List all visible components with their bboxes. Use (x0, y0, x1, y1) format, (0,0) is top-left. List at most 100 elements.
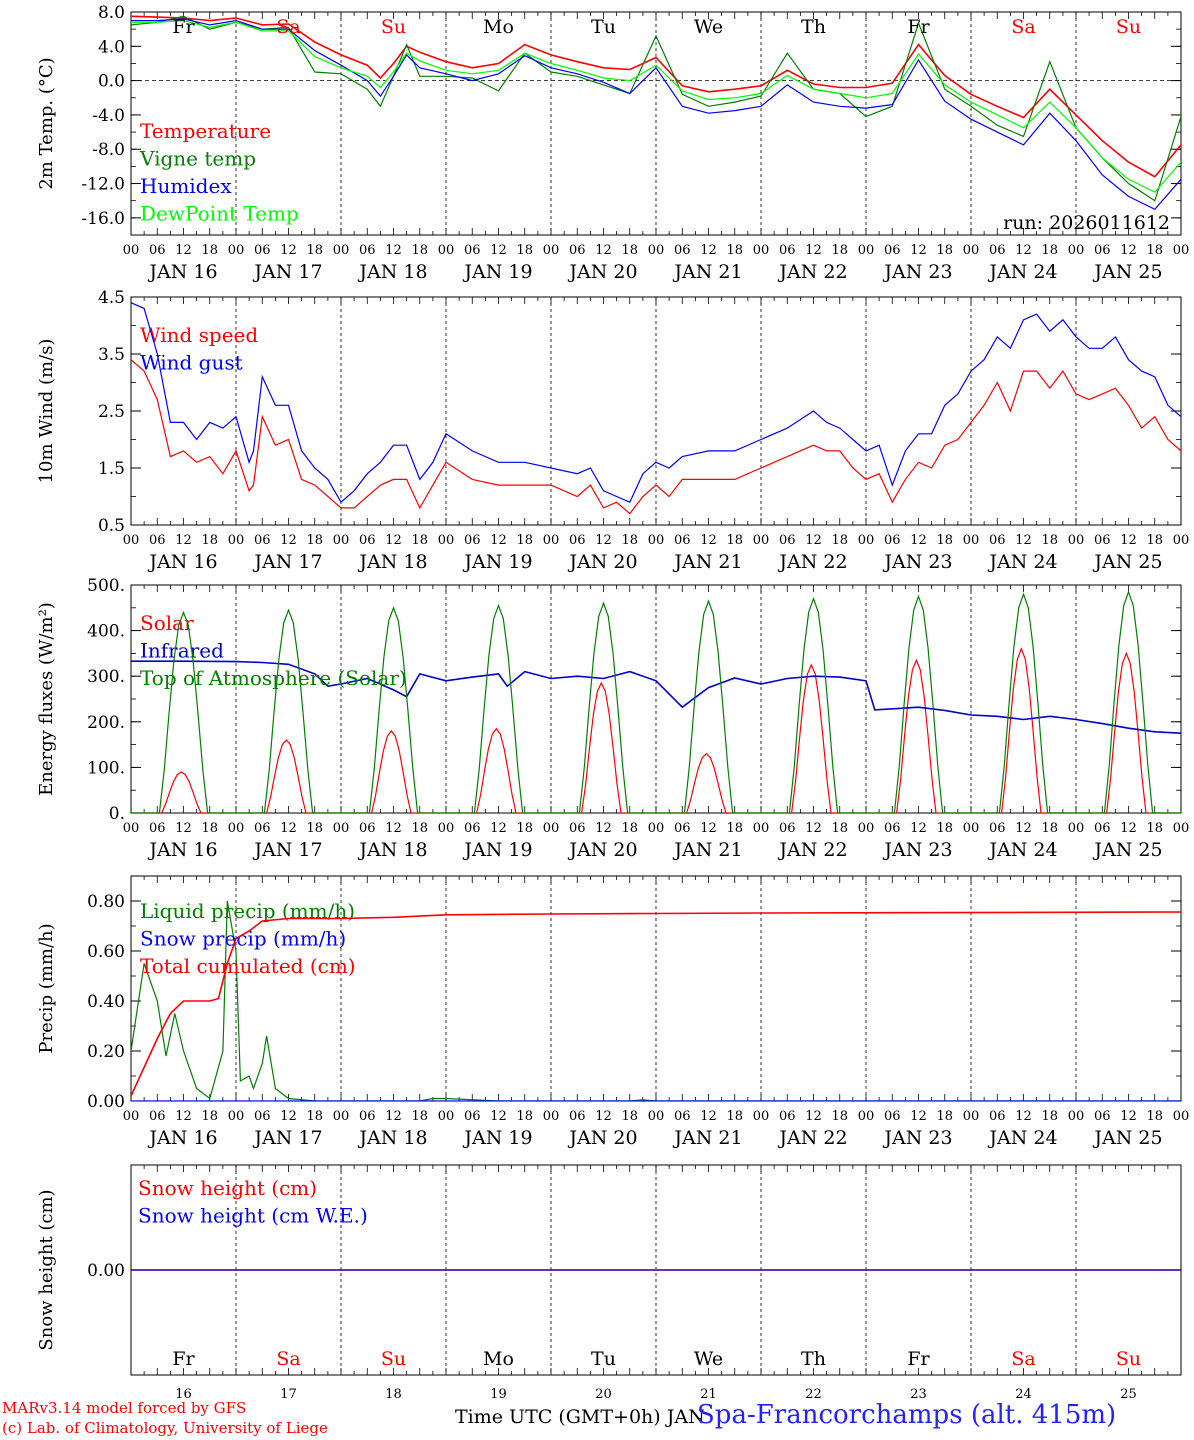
station-title: Spa-Francorchamps (alt. 415m) (697, 1400, 1117, 1430)
panel-temp: 8.0 4.0 0.0 -4.0 -8.0 -12.0 -16.0 2m Temp. (°C)… (36, 3, 1189, 283)
hour-tick-label: 00 (753, 1109, 770, 1124)
date-label: JAN 17 (252, 261, 322, 283)
day-name-label: Th (801, 1348, 826, 1370)
panel-snow: 0.00 Snow height (cm) Snow height (cm) Snow… (36, 1164, 1182, 1402)
y-tick-label: 0.00 (87, 1092, 125, 1112)
date-label: JAN 20 (567, 839, 637, 861)
run-label: run: 2026011612 (1003, 212, 1170, 234)
date-label: JAN 18 (357, 261, 427, 283)
hour-tick-label: 00 (1173, 821, 1190, 836)
hour-tick-label: 06 (254, 533, 271, 548)
day-number-label: 24 (1015, 1387, 1032, 1402)
hour-tick-label: 06 (464, 1109, 481, 1124)
hour-tick-label: 00 (333, 243, 350, 258)
day-name-label: Sa (276, 1348, 300, 1370)
hour-tick-label: 00 (543, 821, 560, 836)
hour-tick-label: 18 (831, 243, 848, 258)
hour-tick-label: 12 (280, 243, 297, 258)
y-tick-label: 8.0 (98, 3, 125, 23)
hour-tick-label: 18 (516, 243, 533, 258)
date-label: JAN 17 (252, 551, 322, 573)
hour-tick-label: 18 (516, 533, 533, 548)
date-label: JAN 18 (357, 551, 427, 573)
hour-tick-label: 06 (464, 533, 481, 548)
hour-tick-label: 12 (910, 243, 927, 258)
hour-tick-label: 12 (490, 533, 507, 548)
date-label: JAN 23 (882, 261, 952, 283)
hour-tick-label: 12 (595, 533, 612, 548)
series-line-humidex (131, 18, 1181, 211)
hour-tick-label: 00 (648, 243, 665, 258)
date-label: JAN 16 (147, 261, 217, 283)
hour-tick-label: 00 (648, 533, 665, 548)
date-label: JAN 17 (252, 1127, 322, 1149)
hour-tick-label: 00 (123, 821, 140, 836)
hour-tick-label: 12 (910, 821, 927, 836)
hour-tick-label: 06 (674, 533, 691, 548)
panel-energy: 500. 400. 300. 200. 100. 0. Energy fluxes (W/m… (36, 576, 1190, 861)
hour-tick-label: 18 (936, 1109, 953, 1124)
hour-tick-label: 18 (201, 243, 218, 258)
series-line-wind-speed (131, 359, 1181, 515)
y-tick-label: 100. (87, 758, 125, 778)
hour-tick-label: 12 (1120, 1109, 1137, 1124)
day-name-label: Su (1116, 1348, 1141, 1370)
date-label: JAN 24 (987, 261, 1057, 283)
hour-tick-label: 18 (621, 1109, 638, 1124)
legend-entry: Snow precip (mm/h) (140, 927, 346, 951)
hour-tick-label: 00 (963, 243, 980, 258)
legend-entry: Wind speed (140, 323, 258, 347)
day-name-label: Sa (276, 16, 300, 38)
hour-tick-label: 18 (411, 821, 428, 836)
hour-tick-label: 18 (1146, 533, 1163, 548)
day-name-label: Su (1116, 16, 1141, 38)
y-tick-label: -8.0 (92, 140, 125, 160)
hour-tick-label: 00 (333, 1109, 350, 1124)
y-tick-label: 0.0 (98, 72, 125, 92)
hour-tick-label: 18 (1146, 1109, 1163, 1124)
date-label: JAN 24 (987, 1127, 1057, 1149)
date-label: JAN 25 (1092, 839, 1162, 861)
hour-tick-label: 18 (726, 243, 743, 258)
hour-tick-label: 18 (306, 1109, 323, 1124)
hour-tick-label: 12 (910, 533, 927, 548)
day-name-label: Mo (483, 1348, 514, 1370)
hour-tick-label: 18 (201, 1109, 218, 1124)
hour-tick-label: 00 (753, 243, 770, 258)
hour-tick-label: 12 (1120, 533, 1137, 548)
hour-tick-label: 00 (1068, 821, 1085, 836)
day-number-label: 19 (490, 1387, 507, 1402)
hour-tick-label: 18 (516, 1109, 533, 1124)
hour-tick-label: 00 (543, 533, 560, 548)
date-label: JAN 19 (462, 551, 532, 573)
y-axis-label: Precip (mm/h) (36, 923, 57, 1053)
y-tick-label: 0.80 (87, 892, 125, 912)
hour-tick-label: 12 (175, 1109, 192, 1124)
date-label: JAN 16 (147, 839, 217, 861)
day-name-label: Tu (591, 16, 616, 38)
hour-tick-label: 12 (280, 533, 297, 548)
hour-tick-label: 06 (779, 1109, 796, 1124)
date-label: JAN 22 (777, 261, 847, 283)
hour-tick-label: 18 (726, 821, 743, 836)
day-number-label: 20 (595, 1387, 612, 1402)
y-tick-label: -16.0 (81, 209, 125, 229)
hour-tick-label: 06 (254, 1109, 271, 1124)
date-label: JAN 21 (672, 551, 742, 573)
hour-tick-label: 18 (411, 533, 428, 548)
date-label: JAN 25 (1092, 551, 1162, 573)
y-tick-label: 2.5 (98, 402, 125, 422)
hour-tick-label: 18 (1146, 821, 1163, 836)
date-label: JAN 21 (672, 1127, 742, 1149)
hour-tick-label: 18 (1041, 533, 1058, 548)
hour-tick-label: 12 (700, 243, 717, 258)
legend-entry: Temperature (140, 119, 271, 143)
date-label: JAN 23 (882, 551, 952, 573)
day-name-label: Th (801, 16, 826, 38)
hour-tick-label: 00 (438, 1109, 455, 1124)
hour-tick-label: 18 (1041, 243, 1058, 258)
date-label: JAN 24 (987, 551, 1057, 573)
hour-tick-label: 00 (1068, 1109, 1085, 1124)
legend-entry: Liquid precip (mm/h) (140, 899, 355, 923)
hour-tick-label: 06 (779, 821, 796, 836)
